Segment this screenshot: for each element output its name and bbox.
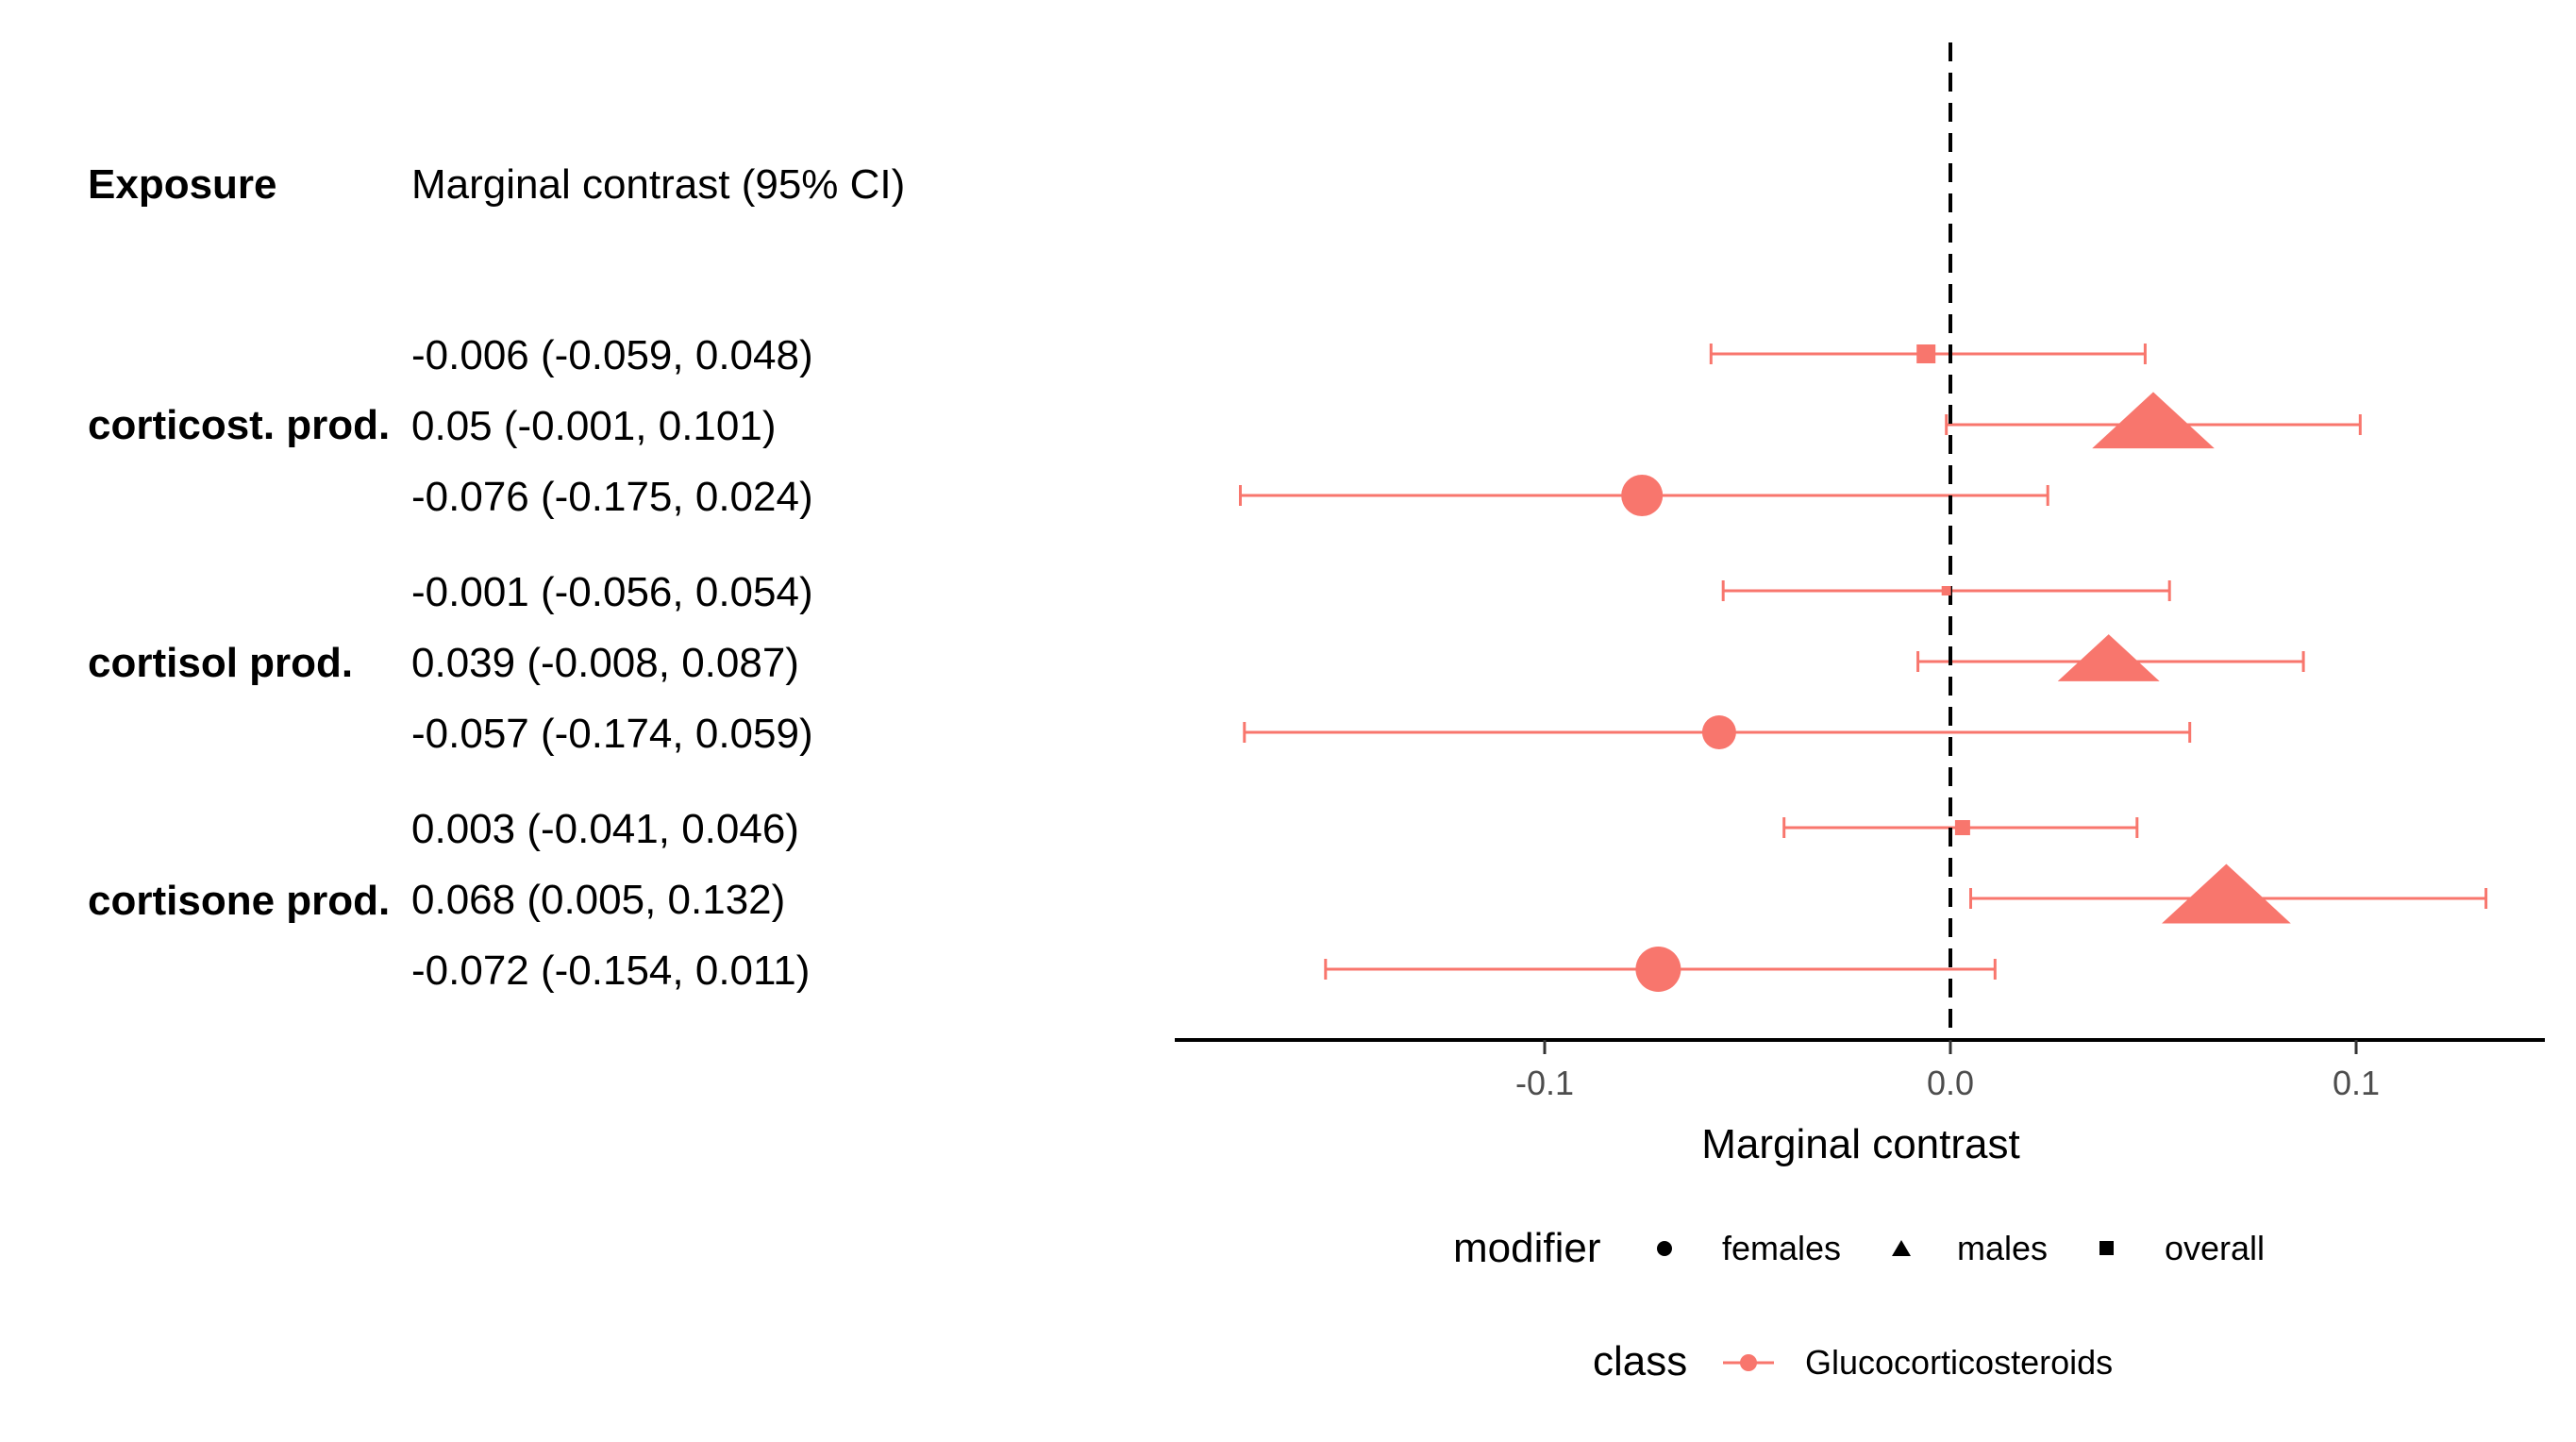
ci-label: -0.076 (-0.175, 0.024) xyxy=(411,474,813,520)
legend-label-overall: overall xyxy=(2165,1229,2265,1267)
point-overall xyxy=(1916,344,1936,363)
exposure-label-cortisol: cortisol prod. xyxy=(88,640,353,686)
point-overall xyxy=(1941,586,1951,595)
plot-panel: -0.1 0.0 0.1 Marginal contrast xyxy=(1175,42,2545,1167)
point-males xyxy=(2162,864,2291,924)
header-exposure: Exposure xyxy=(88,161,277,208)
ci-label: -0.001 (-0.056, 0.054) xyxy=(411,569,813,615)
legend-square-icon xyxy=(2099,1241,2114,1255)
results-table: Exposure Marginal contrast (95% CI) cort… xyxy=(88,161,905,994)
legend-class-point-icon xyxy=(1740,1354,1757,1371)
exposure-label-corticost: corticost. prod. xyxy=(88,402,390,448)
ci-label: 0.003 (-0.041, 0.046) xyxy=(411,806,799,852)
point-males xyxy=(2057,634,2160,681)
ci-lines xyxy=(1239,344,2488,980)
legend-circle-icon xyxy=(1657,1241,1672,1256)
legend-modifier-title: modifier xyxy=(1453,1225,1601,1271)
x-tick-label: 0.0 xyxy=(1927,1064,1974,1102)
legend-class: class Glucocorticosteroids xyxy=(1593,1338,2113,1384)
point-females xyxy=(1621,475,1664,516)
header-contrast: Marginal contrast (95% CI) xyxy=(411,161,905,208)
point-marks xyxy=(1621,344,2291,992)
ci-label: -0.006 (-0.059, 0.048) xyxy=(411,332,813,378)
ci-label: 0.039 (-0.008, 0.087) xyxy=(411,640,799,686)
point-females xyxy=(1701,715,1736,749)
legend-label-females: females xyxy=(1722,1229,1841,1267)
legend-label-males: males xyxy=(1957,1229,2048,1267)
ci-label: -0.072 (-0.154, 0.011) xyxy=(411,947,810,994)
legend-class-title: class xyxy=(1593,1338,1687,1384)
point-overall xyxy=(1954,820,1970,835)
x-tick-label: 0.1 xyxy=(2333,1064,2380,1102)
ci-label: 0.05 (-0.001, 0.101) xyxy=(411,403,776,449)
x-axis-ticks: -0.1 0.0 0.1 xyxy=(1515,1040,2380,1102)
x-tick-label: -0.1 xyxy=(1515,1064,1574,1102)
ci-label: 0.068 (0.005, 0.132) xyxy=(411,877,785,923)
point-males xyxy=(2092,392,2215,449)
point-females xyxy=(1635,947,1681,992)
ci-label: -0.057 (-0.174, 0.059) xyxy=(411,711,813,757)
x-axis-title: Marginal contrast xyxy=(1701,1121,2019,1167)
ci-labels: -0.006 (-0.059, 0.048) 0.05 (-0.001, 0.10… xyxy=(411,332,813,994)
legend-triangle-icon xyxy=(1892,1240,1911,1256)
legend-label-glucocorticosteroids: Glucocorticosteroids xyxy=(1805,1343,2113,1382)
legend-modifier: modifier females males overall xyxy=(1453,1225,2265,1271)
exposure-label-cortisone: cortisone prod. xyxy=(88,878,390,924)
